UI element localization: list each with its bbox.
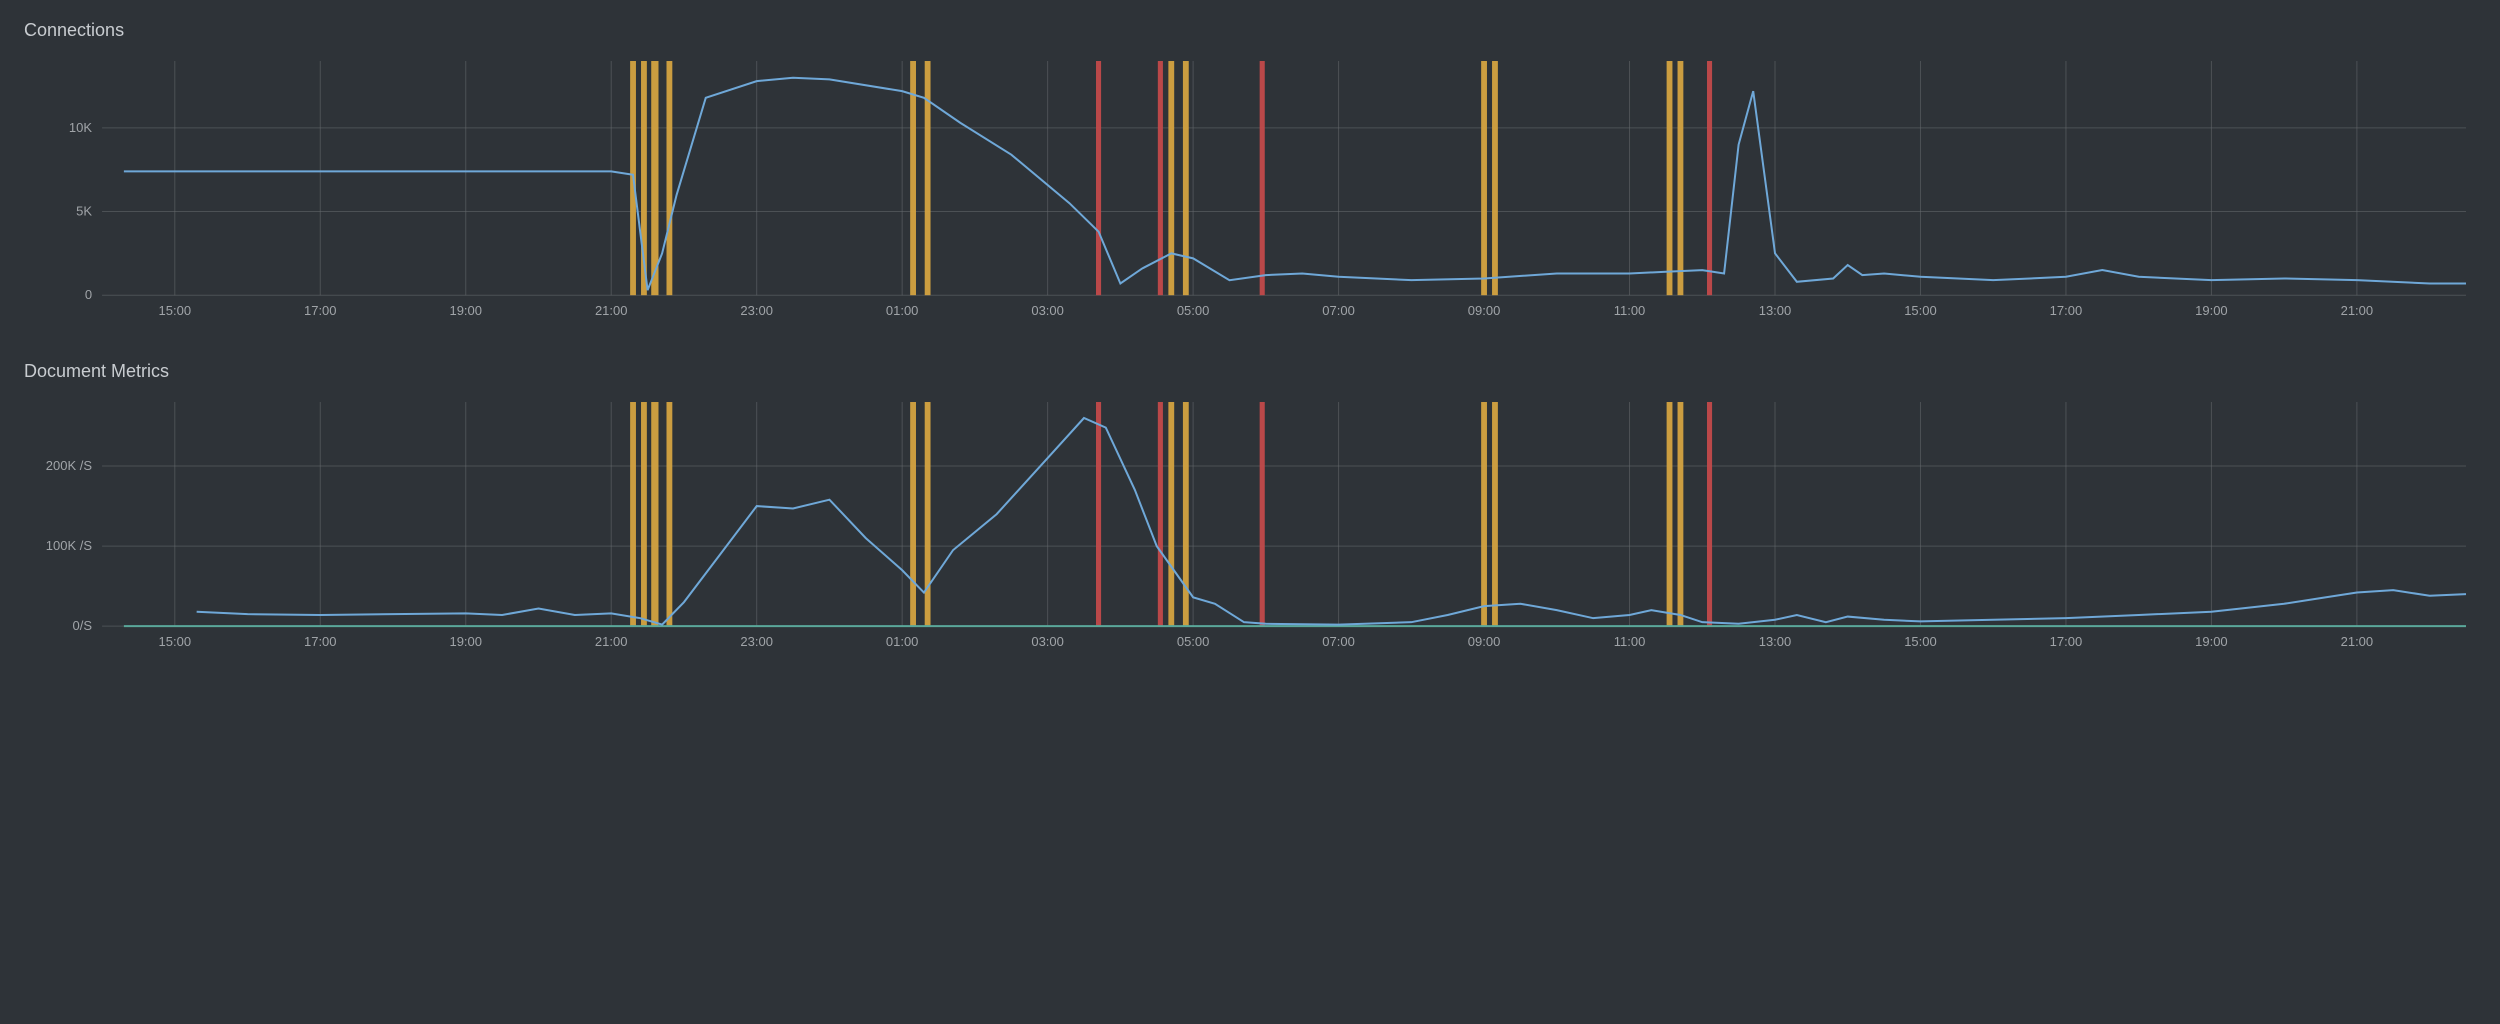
x-tick-label: 09:00 (1468, 303, 1501, 318)
y-tick-label: 100K /S (46, 538, 93, 553)
x-tick-label: 11:00 (1614, 303, 1646, 318)
x-tick-label: 01:00 (886, 634, 919, 649)
document-metrics-title: Document Metrics (24, 361, 2476, 382)
connections-chart[interactable]: 0 5K 10K 15:00 17:00 19:00 21:00 23:00 01:00 03:0… (24, 55, 2476, 325)
connections-title: Connections (24, 20, 2476, 41)
event-band (1260, 402, 1265, 626)
x-tick-label: 21:00 (595, 303, 628, 318)
document-metrics-chart[interactable]: 0/S 100K /S 200K /S 15:00 17:00 19:00 21:00 23:… (24, 396, 2476, 656)
x-tick-label: 17:00 (2050, 303, 2083, 318)
event-band (1678, 61, 1684, 295)
x-tick-label: 15:00 (1904, 303, 1937, 318)
event-band (1168, 402, 1174, 626)
event-band (1667, 402, 1673, 626)
x-tick-label: 15:00 (159, 303, 192, 318)
x-tick-label: 07:00 (1322, 303, 1355, 318)
event-band (1707, 61, 1712, 295)
y-tick-label: 200K /S (46, 458, 93, 473)
y-tick-label: 0/S (73, 618, 93, 633)
x-tick-label: 17:00 (304, 634, 337, 649)
x-tick-label: 17:00 (304, 303, 337, 318)
x-tick-label: 19:00 (2195, 303, 2228, 318)
x-tick-label: 21:00 (2341, 303, 2374, 318)
x-tick-label: 03:00 (1031, 303, 1064, 318)
event-band (1492, 402, 1498, 626)
event-band (641, 402, 647, 626)
event-band (651, 402, 658, 626)
event-band (1158, 402, 1163, 626)
event-band (1183, 61, 1189, 295)
event-band (1168, 61, 1174, 295)
y-tick-label: 10K (69, 120, 92, 135)
x-tick-label: 15:00 (1904, 634, 1937, 649)
x-tick-label: 19:00 (2195, 634, 2228, 649)
event-band (1481, 402, 1487, 626)
event-band (1096, 61, 1101, 295)
x-tick-label: 15:00 (159, 634, 192, 649)
event-band (1481, 61, 1487, 295)
x-tick-label: 19:00 (449, 634, 482, 649)
x-tick-label: 11:00 (1614, 634, 1646, 649)
event-band (925, 61, 931, 295)
x-tick-label: 09:00 (1468, 634, 1501, 649)
event-band (651, 61, 658, 295)
series-docs (197, 418, 2466, 625)
series-connections (124, 78, 2466, 290)
x-tick-label: 21:00 (2341, 634, 2374, 649)
event-band (1260, 61, 1265, 295)
x-tick-label: 21:00 (595, 634, 628, 649)
x-tick-label: 05:00 (1177, 634, 1210, 649)
x-tick-label: 03:00 (1031, 634, 1064, 649)
x-tick-label: 13:00 (1759, 303, 1792, 318)
x-tick-label: 17:00 (2050, 634, 2083, 649)
event-band (1183, 402, 1189, 626)
event-band (910, 402, 916, 626)
event-band (1707, 402, 1712, 626)
event-band (1667, 61, 1673, 295)
y-tick-label: 5K (76, 204, 92, 219)
x-tick-label: 05:00 (1177, 303, 1210, 318)
event-band (630, 402, 636, 626)
connections-panel: Connections 0 5K 10K 15:00 17:00 19:00 21:00 23… (0, 0, 2500, 341)
x-tick-label: 01:00 (886, 303, 919, 318)
event-band (666, 61, 672, 295)
x-tick-label: 13:00 (1759, 634, 1792, 649)
event-band (666, 402, 672, 626)
x-tick-label: 07:00 (1322, 634, 1355, 649)
event-band (1096, 402, 1101, 626)
x-tick-label: 23:00 (740, 303, 773, 318)
document-metrics-panel: Document Metrics 0/S 100K /S 200K /S 15:00 1… (0, 341, 2500, 672)
y-tick-label: 0 (85, 287, 92, 302)
event-band (1678, 402, 1684, 626)
event-band (925, 402, 931, 626)
x-tick-label: 23:00 (740, 634, 773, 649)
event-band (1492, 61, 1498, 295)
x-tick-label: 19:00 (449, 303, 482, 318)
